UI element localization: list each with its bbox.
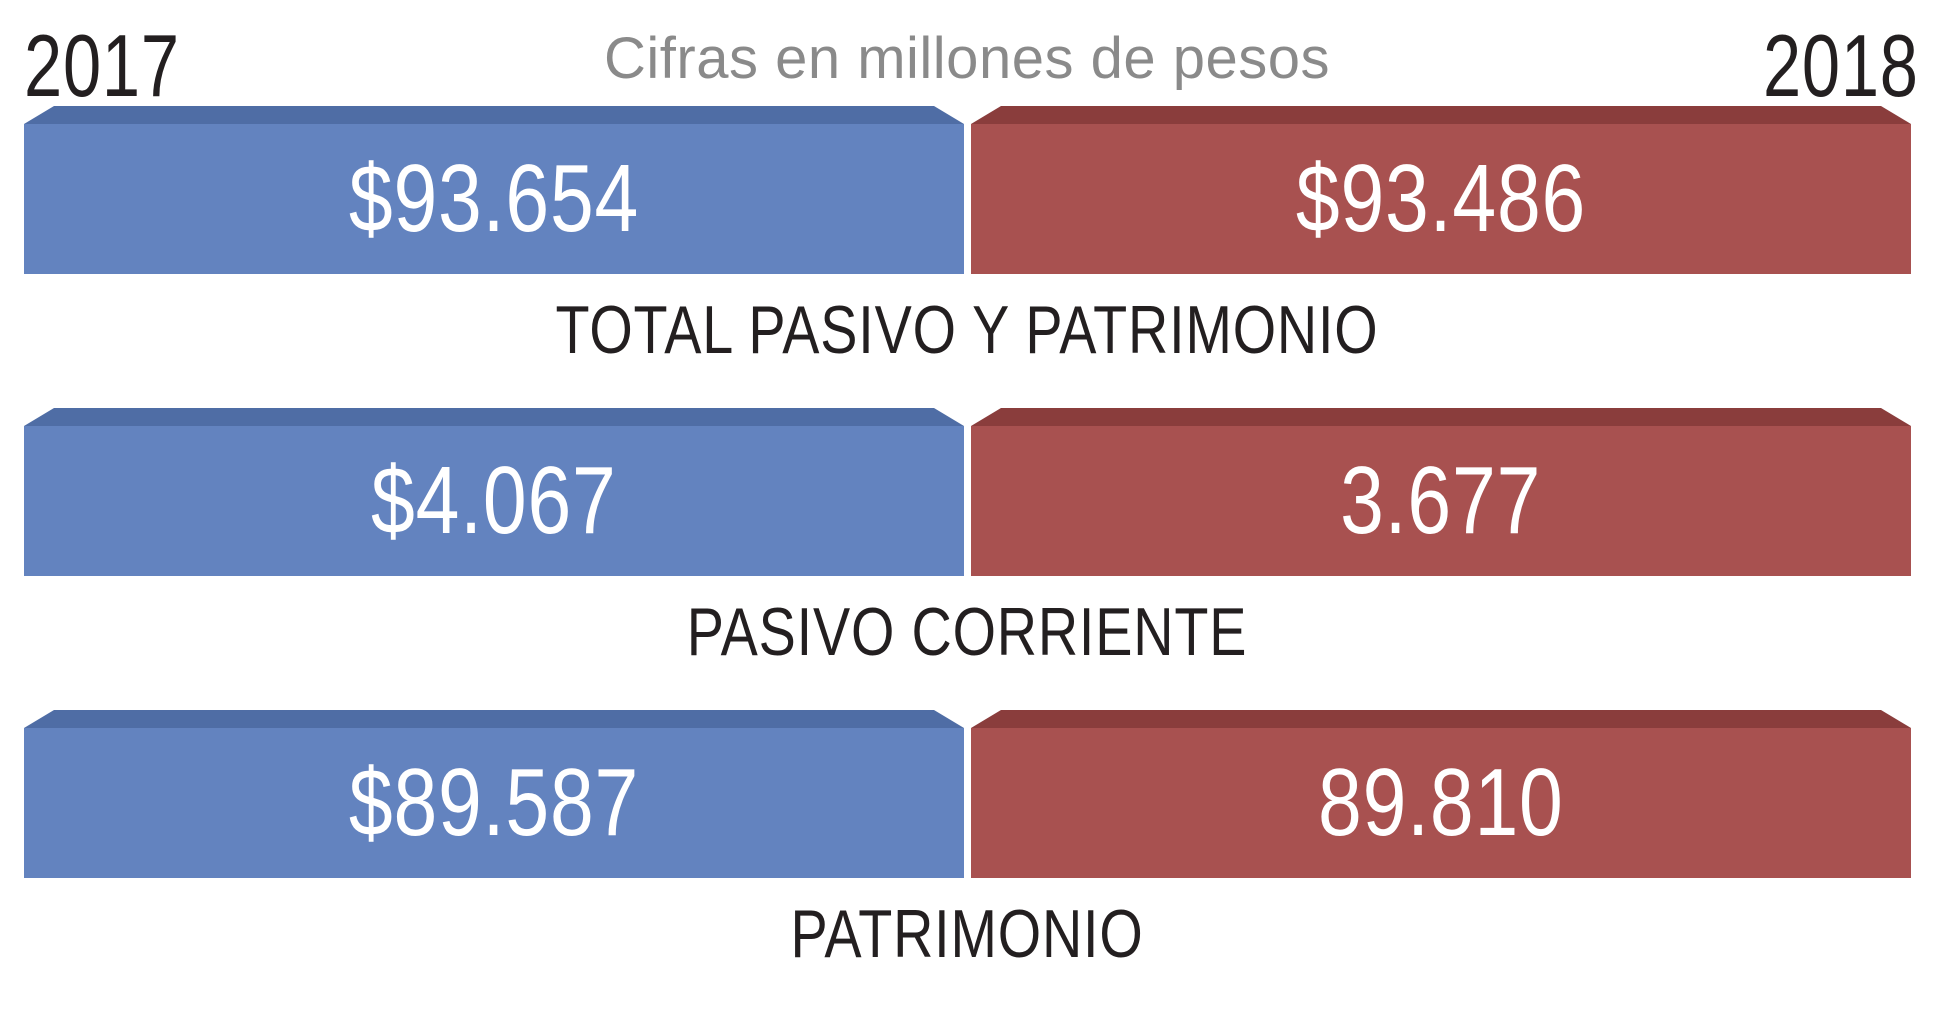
row-total-pasivo-y-patrimonio: $93.654 $93.486 TOTAL PASIVO Y PATRIMONI… <box>0 106 1934 406</box>
bar-face: $93.654 <box>24 124 964 274</box>
row-label: PATRIMONIO <box>790 896 1144 972</box>
bar-bevel <box>971 408 1911 426</box>
bar-bevel <box>971 710 1911 728</box>
bar-2018: $93.486 <box>971 106 1911 274</box>
row-label: PASIVO CORRIENTE <box>686 594 1248 670</box>
bar-face: $4.067 <box>24 426 964 576</box>
value-2017: $4.067 <box>371 447 617 554</box>
value-2017: $93.654 <box>348 145 640 252</box>
value-2017: $89.587 <box>348 749 640 856</box>
bar-bevel <box>24 106 964 124</box>
bar-face: $89.587 <box>24 728 964 878</box>
row-label: TOTAL PASIVO Y PATRIMONIO <box>555 292 1379 368</box>
bar-bevel <box>971 106 1911 124</box>
bar-face: 89.810 <box>971 728 1911 878</box>
bar-face: $93.486 <box>971 124 1911 274</box>
bar-2017: $93.654 <box>24 106 964 274</box>
value-2018: 3.677 <box>1340 447 1542 554</box>
value-2018: $93.486 <box>1295 145 1587 252</box>
row-pasivo-corriente: $4.067 3.677 PASIVO CORRIENTE <box>0 408 1934 708</box>
year-2018-heading: 2018 <box>1763 16 1919 115</box>
bar-2018: 3.677 <box>971 408 1911 576</box>
bar-bevel <box>24 408 964 426</box>
bar-2018: 89.810 <box>971 710 1911 878</box>
bar-face: 3.677 <box>971 426 1911 576</box>
value-2018: 89.810 <box>1318 749 1564 856</box>
bar-2017: $4.067 <box>24 408 964 576</box>
units-subtitle: Cifras en millones de pesos <box>604 26 1330 91</box>
year-2017-heading: 2017 <box>24 16 180 115</box>
row-patrimonio: $89.587 89.810 PATRIMONIO <box>0 710 1934 1010</box>
bar-2017: $89.587 <box>24 710 964 878</box>
bar-bevel <box>24 710 964 728</box>
